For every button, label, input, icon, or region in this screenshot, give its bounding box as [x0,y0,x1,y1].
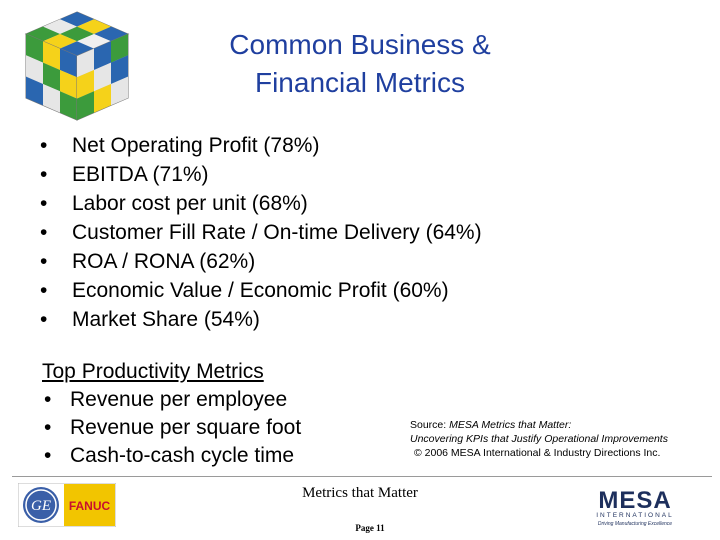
title-line-1: Common Business & [229,29,491,60]
mesa-international-logo: MESA INTERNATIONAL Driving Manufacturing… [596,487,674,527]
productivity-heading: Top Productivity Metrics [42,360,264,383]
list-item: • ROA / RONA (62%) [40,247,482,276]
productivity-list: • Revenue per employee • Revenue per squar… [42,386,301,470]
mesa-logo-subtext: INTERNATIONAL [596,512,674,519]
list-item: • EBITDA (71%) [40,160,482,189]
bullet-dot: • [44,388,52,411]
productivity-section: Top Productivity Metrics • Revenue per em… [42,358,301,470]
metrics-list: • Net Operating Profit (78%) • EBITDA (71%… [40,131,482,334]
list-item: • Economic Value / Economic Profit (60%) [40,276,482,305]
source-title: MESA Metrics that Matter: [449,419,572,431]
footer-divider [12,476,712,477]
bullet-dot: • [40,134,48,157]
source-label: Source: [410,419,447,431]
mesa-logo-tagline: Driving Manufacturing Excellence [598,521,672,527]
source-copyright: © 2006 MESA International & Industry Dir… [414,447,661,459]
source-subtitle: Uncovering KPIs that Justify Operational… [410,433,668,445]
page-number: Page 11 [355,523,385,533]
ge-fanuc-logo: GE FANUC [18,483,116,527]
bullet-dot: • [40,192,48,215]
list-item: • Customer Fill Rate / On-time Delivery (… [40,218,482,247]
list-item: • Revenue per square foot [42,414,301,442]
bullet-dot: • [44,444,52,467]
bullet-dot: • [40,250,48,273]
ge-logo-mark: GE [31,498,51,514]
bullet-dot: • [40,308,48,331]
list-item: • Market Share (54%) [40,305,482,334]
source-citation: Source: MESA Metrics that Matter: Uncove… [410,418,668,460]
rubiks-cube-icon [24,11,130,121]
bullet-dot: • [40,221,48,244]
bullet-dot: • [40,279,48,302]
mesa-logo-text: MESA [598,487,671,514]
bullet-dot: • [44,416,52,439]
list-item: • Cash-to-cash cycle time [42,442,301,470]
bullet-dot: • [40,163,48,186]
slide-title: Common Business & Financial Metrics [180,26,540,102]
title-line-2: Financial Metrics [254,67,466,98]
fanuc-logo-text: FANUC [69,499,111,513]
list-item: • Net Operating Profit (78%) [40,131,482,160]
footer-title: Metrics that Matter [302,485,418,501]
list-item: • Revenue per employee [42,386,301,414]
list-item: • Labor cost per unit (68%) [40,189,482,218]
